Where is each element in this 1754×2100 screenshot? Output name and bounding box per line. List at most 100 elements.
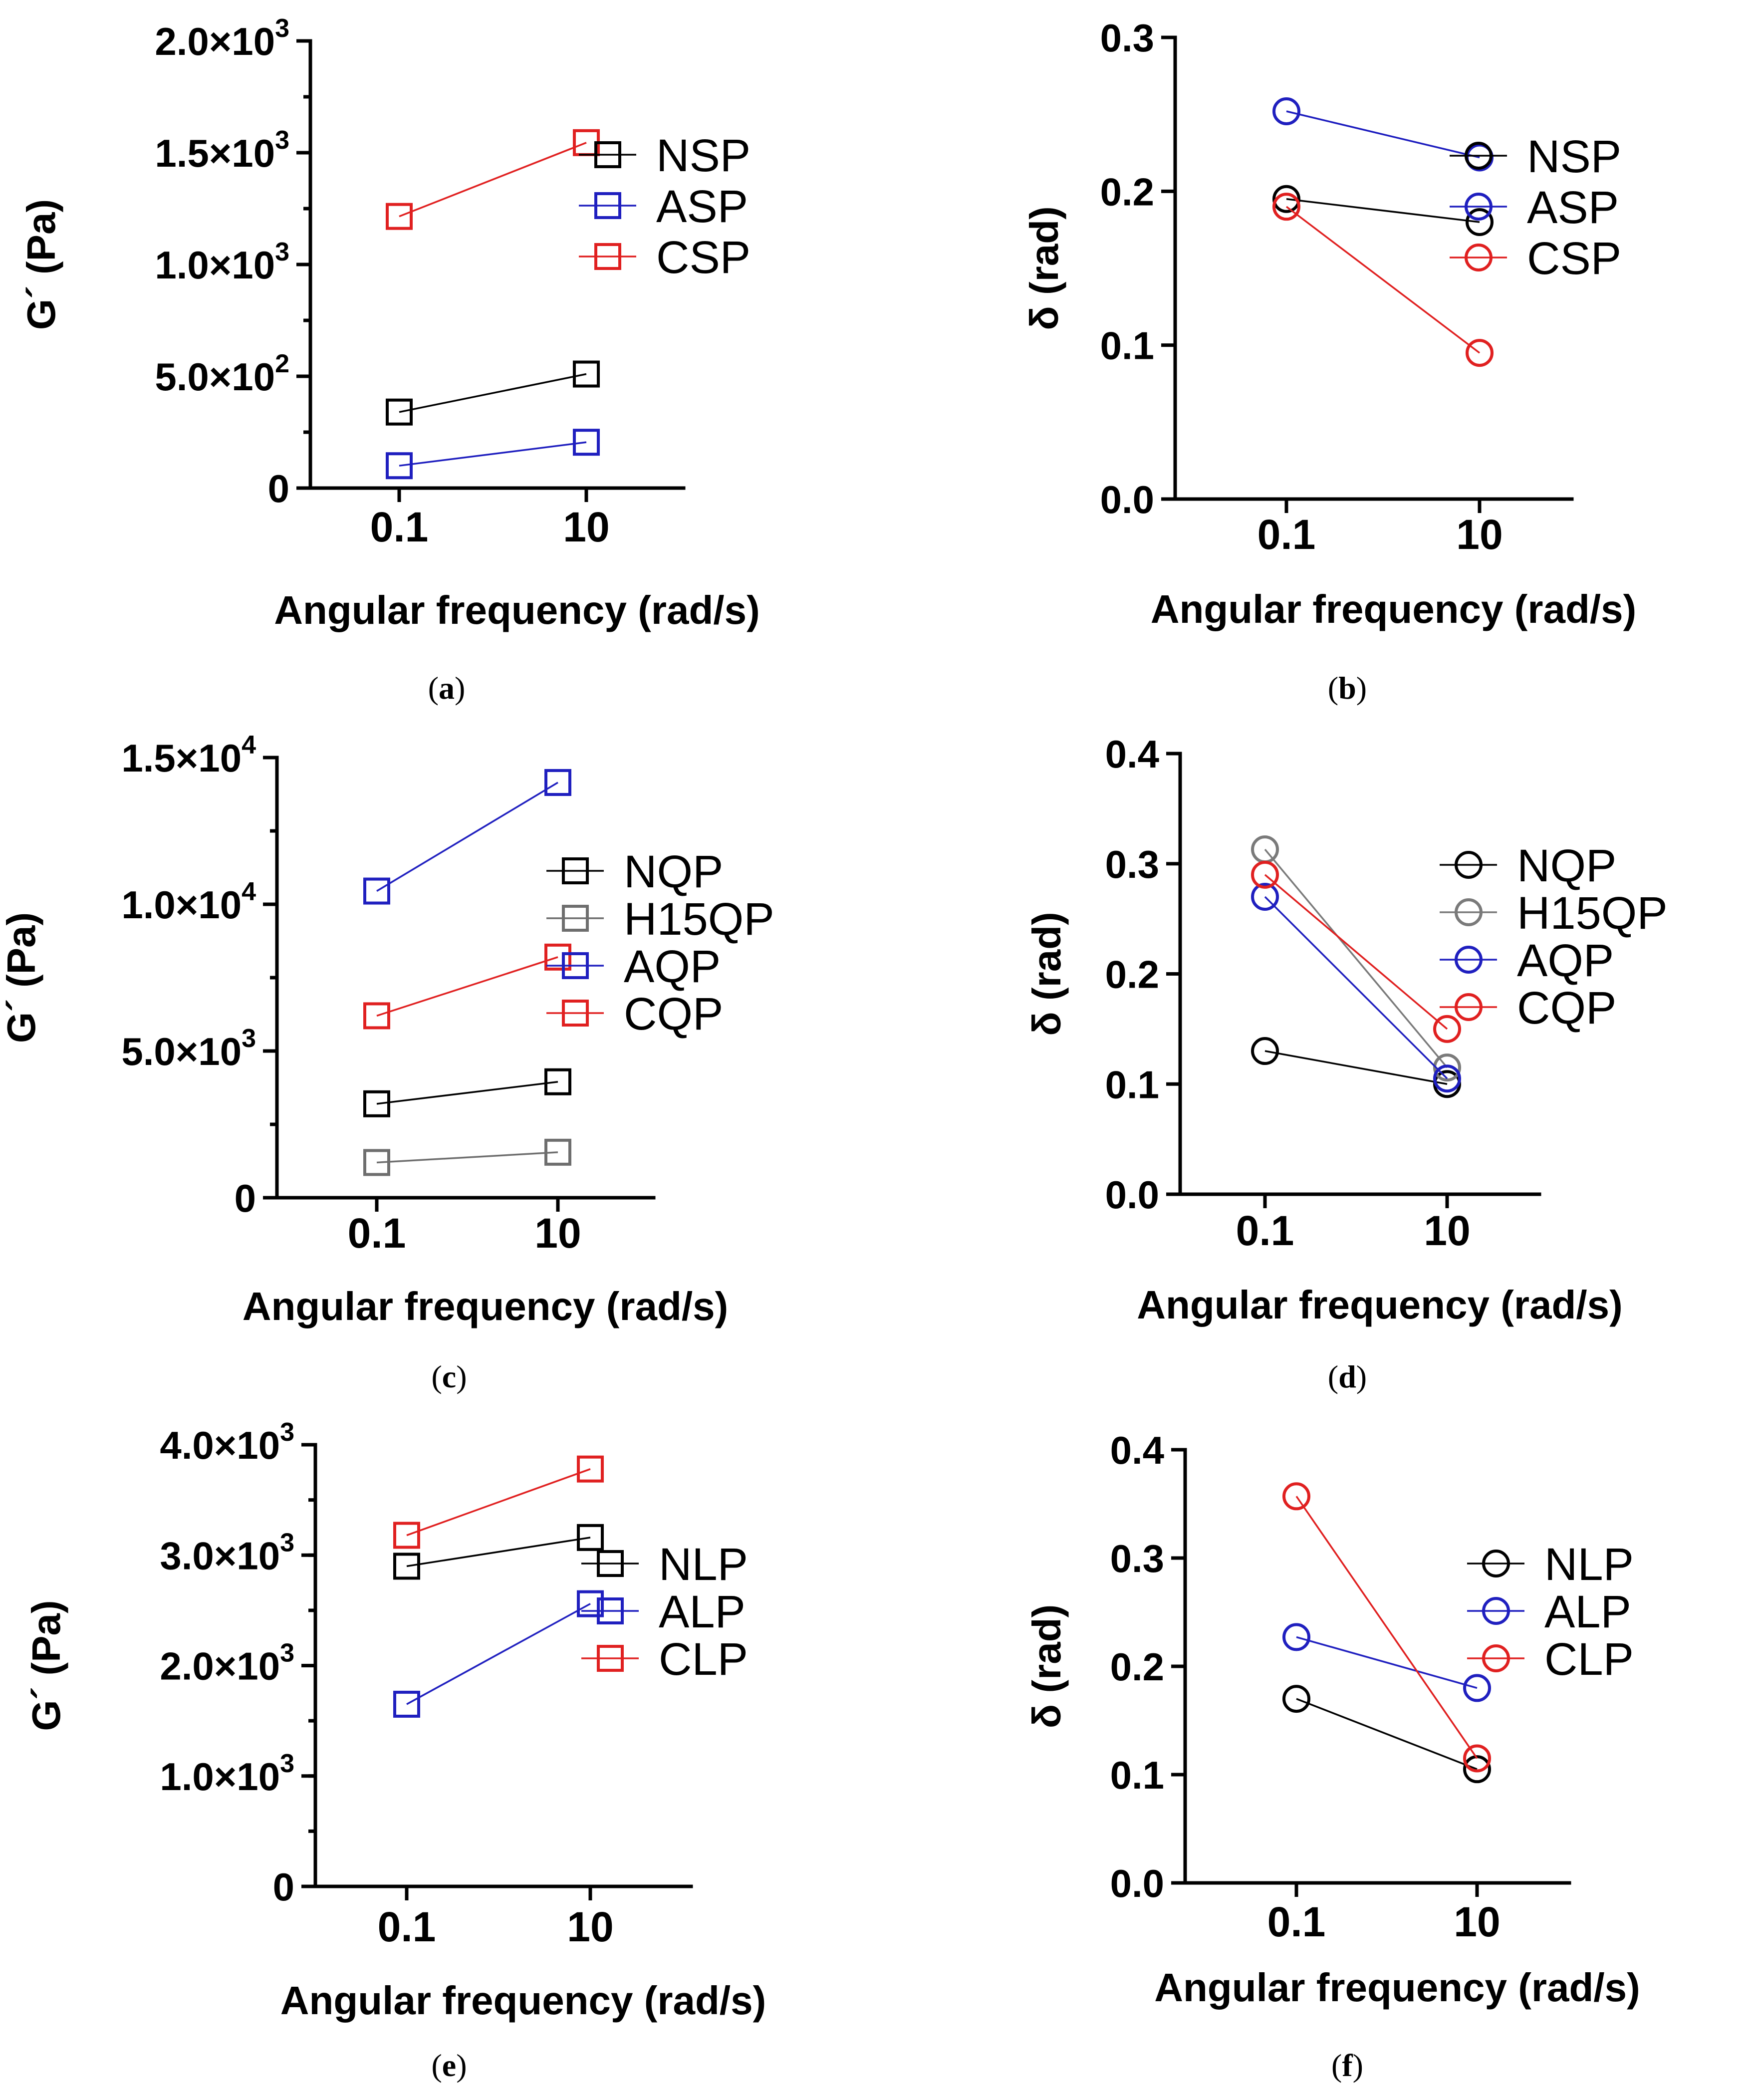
data-point xyxy=(386,398,413,426)
legend-label: CSP xyxy=(656,232,751,283)
data-point xyxy=(393,1522,420,1549)
data-point xyxy=(1272,97,1300,125)
y-axis-title: δ (rad) xyxy=(1024,912,1069,1036)
legend-marker xyxy=(594,141,621,168)
legend-item: NLP xyxy=(1467,1539,1634,1590)
y-tick-label: 0.3 xyxy=(1105,842,1159,886)
panel-caption: (d) xyxy=(1328,1359,1367,1394)
data-point xyxy=(577,1590,604,1617)
panel-caption: (e) xyxy=(431,2048,467,2083)
legend-marker xyxy=(597,1550,624,1577)
data-point xyxy=(1463,1744,1491,1773)
series-line xyxy=(1264,1050,1448,1085)
y-tick-label: 1.0×103 xyxy=(160,1749,294,1799)
data-point xyxy=(386,452,413,480)
data-point xyxy=(393,1553,420,1580)
series-AQP xyxy=(363,769,571,905)
series-CLP xyxy=(393,1455,604,1549)
x-tick-label: 10 xyxy=(1454,1898,1500,1945)
legend-label: ALP xyxy=(1544,1586,1631,1637)
series-line xyxy=(1285,206,1481,354)
x-axis-title: Angular frequency (rad/s) xyxy=(1137,1283,1623,1327)
legend-label: ALP xyxy=(659,1586,746,1637)
x-axis-title: Angular frequency (rad/s) xyxy=(274,588,760,632)
data-point xyxy=(1282,1623,1310,1651)
legend-label: NLP xyxy=(659,1539,748,1590)
legend-marker xyxy=(1455,946,1483,974)
series-line xyxy=(1296,1636,1478,1689)
y-tick-label: 2.0×103 xyxy=(160,1639,294,1688)
legend-item: CQP xyxy=(1440,983,1616,1034)
series-line xyxy=(1286,198,1480,223)
legend-item: NSP xyxy=(1450,131,1621,182)
series-line xyxy=(1296,1698,1478,1770)
y-axis-title: δ (rad) xyxy=(1024,1604,1069,1729)
legend-marker xyxy=(1455,851,1483,879)
series-CQP xyxy=(1251,860,1461,1043)
series-NLP xyxy=(393,1524,604,1580)
series-line xyxy=(406,1468,591,1537)
legend-label: NQP xyxy=(624,846,723,897)
legend-label: AQP xyxy=(624,941,721,992)
data-point xyxy=(1466,339,1494,367)
x-tick-label: 10 xyxy=(1424,1207,1470,1254)
data-point xyxy=(363,1002,390,1030)
legend-marker xyxy=(1455,993,1483,1021)
legend-label: CQP xyxy=(624,989,723,1040)
y-tick-label: 0.0 xyxy=(1100,478,1154,522)
data-point xyxy=(1272,193,1300,221)
y-tick-label: 5.0×103 xyxy=(121,1024,256,1073)
legend-item: ASP xyxy=(579,181,748,232)
y-tick-label: 0.1 xyxy=(1100,324,1154,368)
y-tick-label: 1.5×104 xyxy=(121,731,256,780)
legend-label: ASP xyxy=(656,181,748,232)
legend-marker xyxy=(1482,1550,1510,1577)
data-point xyxy=(1433,1064,1461,1093)
legend-label: CLP xyxy=(659,1634,748,1685)
series-ASP xyxy=(386,429,600,480)
legend-marker xyxy=(1455,898,1483,926)
series-line xyxy=(376,782,558,892)
legend-item: CLP xyxy=(581,1634,748,1685)
y-tick-label: 0.1 xyxy=(1110,1753,1164,1797)
series-H15QP xyxy=(1251,835,1461,1082)
legend-marker xyxy=(562,952,589,979)
series-line xyxy=(406,1537,591,1568)
panel-caption: (b) xyxy=(1328,670,1367,706)
data-point xyxy=(544,1138,571,1166)
y-tick-label: 0.4 xyxy=(1110,1428,1164,1472)
series-CLP xyxy=(1282,1482,1491,1773)
legend-label: H15QP xyxy=(624,894,774,945)
data-point xyxy=(1466,208,1494,236)
legend-item: NQP xyxy=(546,846,723,897)
legend-marker xyxy=(597,1645,624,1672)
series-line xyxy=(1264,874,1448,1030)
y-tick-label: 0.4 xyxy=(1105,732,1159,776)
legend-item: NLP xyxy=(581,1539,748,1590)
x-tick-label: 10 xyxy=(563,504,609,550)
legend-label: CLP xyxy=(1544,1634,1634,1685)
y-tick-label: 0 xyxy=(273,1865,294,1909)
legend-label: NSP xyxy=(1527,131,1621,182)
series-NSP xyxy=(1272,185,1494,236)
y-tick-label: 0.1 xyxy=(1105,1062,1159,1106)
y-tick-label: 0.3 xyxy=(1100,16,1154,60)
y-axis-title: G´ (Pa) xyxy=(19,199,63,330)
panel-f: 0.0 0.1 0.2 0.3 0.4 0.1 10 δ (rad) Angular frequ… xyxy=(1024,1428,1640,2083)
data-point xyxy=(1433,1015,1461,1043)
series-line xyxy=(399,142,587,218)
legend-item: AQP xyxy=(1440,935,1614,986)
series-line xyxy=(399,441,587,467)
y-tick-label: 0.0 xyxy=(1105,1173,1159,1217)
y-axis-title: δ (rad) xyxy=(1022,206,1066,330)
y-tick-label: 0.0 xyxy=(1110,1861,1164,1905)
legend-label: AQP xyxy=(1517,935,1614,986)
data-point xyxy=(1251,1037,1279,1065)
data-point xyxy=(1463,1674,1491,1702)
panel-caption: (a) xyxy=(428,670,466,706)
legend-item: ALP xyxy=(1467,1586,1631,1637)
x-tick-label: 0.1 xyxy=(370,504,429,550)
